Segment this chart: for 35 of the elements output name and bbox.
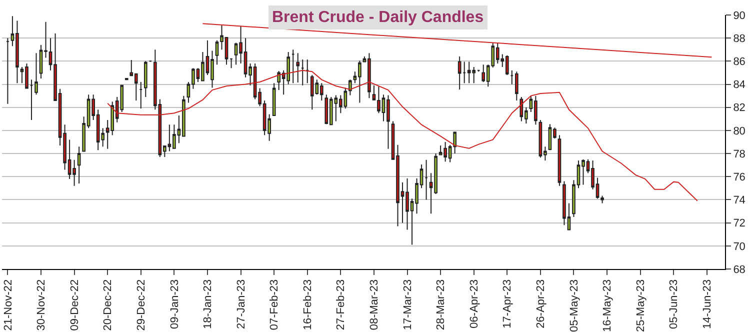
y-tick-label: 70 (733, 240, 746, 253)
x-tick-label: 21-Nov-22 (2, 279, 14, 331)
x-tick-label: 29-Dec-22 (135, 279, 148, 331)
x-tick-label: 17-Mar-23 (402, 279, 414, 330)
chart-title: Brent Crude - Daily Candles (272, 9, 484, 26)
y-tick-label: 86 (733, 56, 746, 68)
x-tick-label: 07-Feb-23 (268, 279, 281, 330)
y-tick-label: 80 (733, 125, 746, 138)
x-tick-label: 27-Jan-23 (235, 279, 248, 329)
y-tick-label: 76 (733, 171, 746, 184)
x-tick-label: 20-Dec-22 (102, 279, 114, 331)
x-tick-label: 27-Feb-23 (335, 279, 348, 330)
x-tick-label: 05-Jun-23 (668, 279, 680, 329)
y-tick-label: 84 (733, 79, 746, 92)
y-tick-label: 82 (733, 102, 746, 114)
x-tick-label: 25-May-23 (634, 279, 647, 332)
x-tick-label: 06-Apr-23 (468, 279, 480, 328)
x-tick-label: 17-Apr-23 (502, 279, 514, 328)
x-tick-label: 30-Nov-22 (36, 279, 48, 331)
x-tick-label: 16-Feb-23 (302, 279, 314, 330)
y-tick-label: 74 (733, 194, 746, 207)
y-tick-label: 72 (733, 218, 746, 230)
y-tick-label: 68 (733, 264, 746, 276)
x-tick-label: 26-Apr-23 (535, 279, 548, 328)
x-tick-label: 05-May-23 (568, 279, 580, 332)
x-tick-label: 09-Jan-23 (168, 279, 181, 329)
x-tick-label: 18-Jan-23 (202, 279, 214, 329)
x-tick-label: 28-Mar-23 (435, 279, 448, 330)
x-tick-label: 08-Mar-23 (368, 279, 381, 330)
y-tick-label: 88 (733, 32, 746, 45)
x-tick-label: 14-Jun-23 (702, 279, 714, 329)
x-tick-label: 16-May-23 (602, 279, 614, 332)
y-tick-label: 90 (733, 10, 746, 22)
y-tick-label: 78 (733, 148, 746, 160)
x-tick-label: 09-Dec-22 (68, 279, 81, 331)
